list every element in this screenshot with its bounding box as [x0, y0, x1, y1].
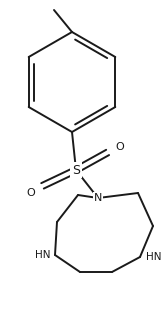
- Text: O: O: [115, 142, 124, 152]
- Text: HN: HN: [35, 250, 51, 260]
- Text: N: N: [94, 193, 102, 203]
- Text: S: S: [72, 163, 80, 177]
- Text: O: O: [26, 188, 35, 198]
- Text: HN: HN: [146, 252, 161, 262]
